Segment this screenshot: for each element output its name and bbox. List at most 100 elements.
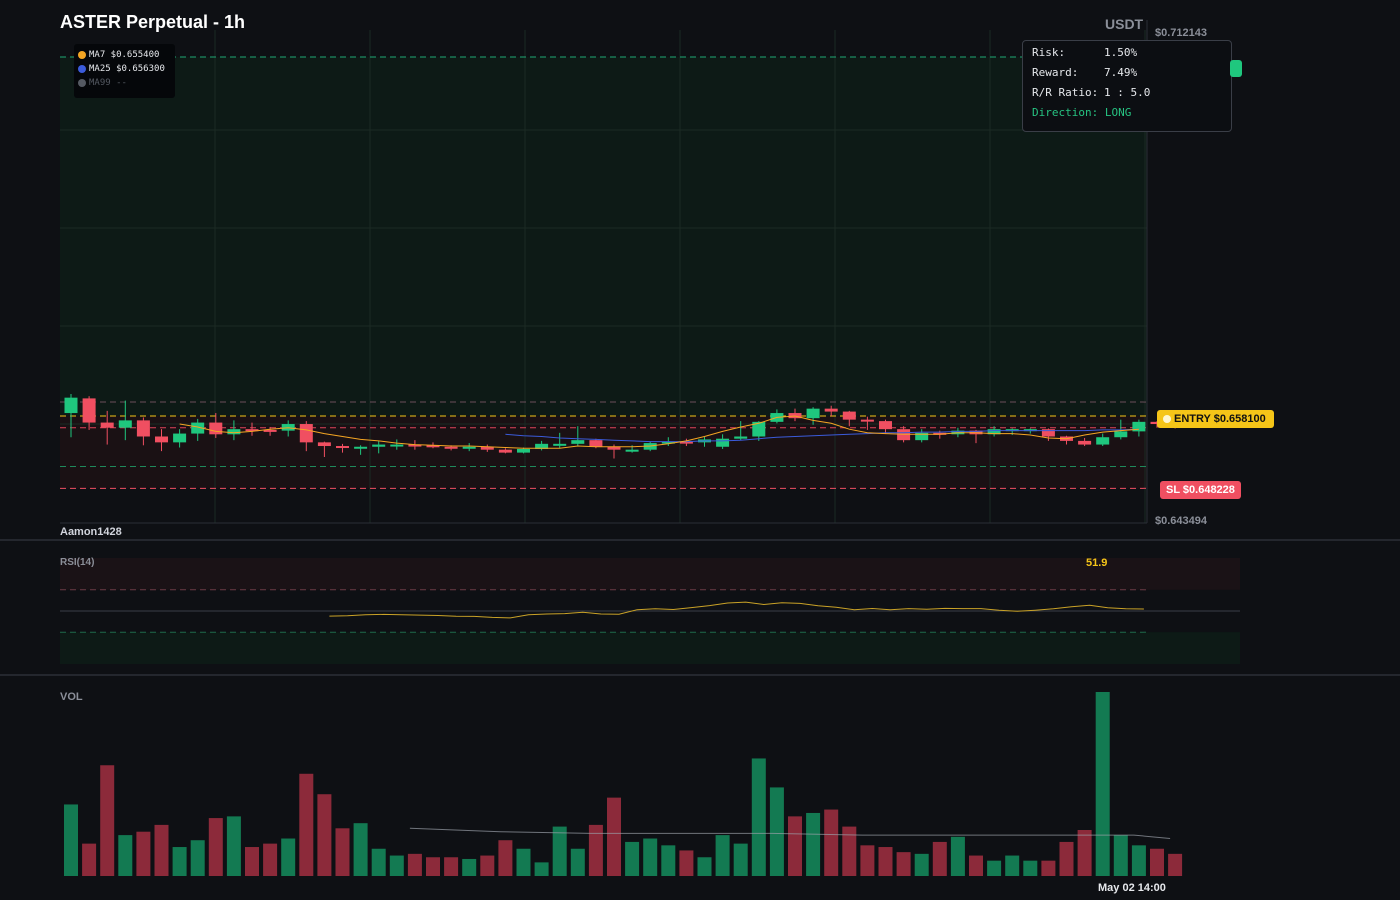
candle-body — [607, 446, 621, 450]
volume-bar — [860, 845, 875, 876]
volume-bar — [1041, 860, 1056, 876]
legend-label-ma99: MA99 -- — [89, 78, 127, 88]
legend-item-ma7[interactable]: MA7 $0.655400 — [78, 48, 175, 62]
candle-body — [100, 422, 114, 428]
candle-body — [734, 436, 748, 439]
reward-label: Reward: — [1032, 66, 1079, 79]
volume-bar — [679, 850, 694, 876]
ma25-line — [505, 428, 1139, 443]
candle-body — [589, 440, 603, 447]
volume-bar — [245, 847, 259, 876]
volume-bar — [534, 862, 549, 876]
volume-bar — [950, 836, 965, 876]
volume-bar — [281, 838, 296, 876]
volume-bar — [896, 852, 911, 876]
volume-bar — [371, 848, 386, 876]
volume-bar — [570, 848, 585, 876]
legend-label-ma7: MA7 $0.655400 — [89, 50, 160, 60]
volume-bar — [1005, 855, 1020, 876]
legend-item-ma99[interactable]: MA99 -- — [78, 76, 175, 90]
volume-bar — [208, 818, 223, 876]
candle-body — [82, 398, 96, 423]
volume-bar — [914, 853, 929, 876]
legend-item-ma25[interactable]: MA25 $0.656300 — [78, 62, 175, 76]
candle-body — [571, 440, 585, 444]
candle-body — [752, 421, 766, 437]
candle-body — [136, 420, 150, 437]
volume-bar — [1023, 860, 1038, 876]
volume-bar — [190, 840, 205, 876]
candle-body — [679, 441, 693, 444]
volume-bar — [172, 847, 187, 876]
candle-body — [64, 397, 78, 414]
candle-body — [879, 421, 892, 430]
volume-bar — [878, 847, 893, 876]
candle-body — [1114, 431, 1128, 438]
ma25-color-dot — [78, 65, 86, 73]
candle-body — [354, 446, 368, 449]
volume-bar — [788, 816, 802, 876]
volume-bar — [643, 838, 658, 876]
candle-body — [155, 436, 168, 443]
y-axis-top-label: $0.712143 — [1155, 27, 1207, 39]
volume-bar — [226, 816, 241, 876]
candle-body — [824, 408, 838, 412]
volume-label: VOL — [60, 691, 83, 703]
x-axis-tick-label: May 02 14:00 — [1098, 882, 1166, 894]
volume-bar — [1095, 692, 1110, 876]
volume-bar — [462, 858, 477, 876]
candle-body — [860, 419, 874, 422]
rsi-oversold-zone — [60, 632, 1240, 664]
volume-bar — [154, 824, 169, 876]
volume-bar — [1168, 853, 1183, 876]
entry-price-tag[interactable]: ENTRY $0.658100 — [1157, 410, 1274, 428]
candle-body — [842, 411, 856, 420]
volume-bar — [263, 843, 278, 876]
volume-bar — [1077, 830, 1092, 876]
volume-bar — [353, 823, 368, 876]
volume-bar — [100, 765, 115, 876]
entry-price-text: ENTRY $0.658100 — [1174, 413, 1266, 425]
candle-body — [1041, 429, 1055, 437]
y-axis-bottom-label: $0.643494 — [1155, 515, 1207, 527]
candle-body — [263, 429, 277, 432]
candle-body — [915, 432, 929, 441]
risk-label: Risk: — [1032, 46, 1066, 59]
volume-bar — [715, 835, 730, 876]
candle-body — [625, 449, 639, 452]
volume-bar — [769, 787, 784, 876]
stop-loss-zone — [60, 415, 1147, 489]
stop-loss-text: SL $0.648228 — [1166, 484, 1235, 496]
volume-bar — [1113, 835, 1128, 876]
volume-bar — [697, 857, 712, 876]
candle-body — [498, 449, 512, 453]
candle-body — [372, 444, 386, 447]
volume-bar — [733, 843, 748, 876]
volume-bar — [118, 835, 133, 876]
risk-value: 1.50% — [1104, 46, 1138, 59]
username-watermark: Aamon1428 — [60, 526, 122, 538]
direction-value: LONG — [1104, 106, 1132, 119]
stop-loss-tag[interactable]: SL $0.648228 — [1160, 481, 1241, 499]
candle-body — [227, 429, 241, 435]
rsi-value: 51.9 — [1086, 557, 1108, 569]
candle-body — [1078, 440, 1092, 445]
volume-bar — [588, 824, 603, 876]
volume-bar — [1131, 845, 1146, 876]
take-profit-zone — [60, 56, 1147, 416]
candle-body — [1096, 437, 1110, 445]
volume-bar — [751, 758, 766, 876]
volume-bar — [444, 857, 459, 876]
rr-ratio-value: 1 : 5.0 — [1104, 86, 1151, 99]
volume-bar — [932, 841, 947, 876]
candle-body — [661, 441, 675, 444]
volume-bar — [552, 826, 567, 876]
rsi-label: RSI(14) — [60, 557, 95, 568]
take-profit-tag[interactable] — [1230, 60, 1242, 77]
candle-body — [1132, 421, 1146, 432]
volume-bar — [317, 794, 332, 876]
candle-body — [173, 433, 187, 443]
volume-bar — [1150, 848, 1164, 876]
volume-bar — [969, 855, 983, 876]
